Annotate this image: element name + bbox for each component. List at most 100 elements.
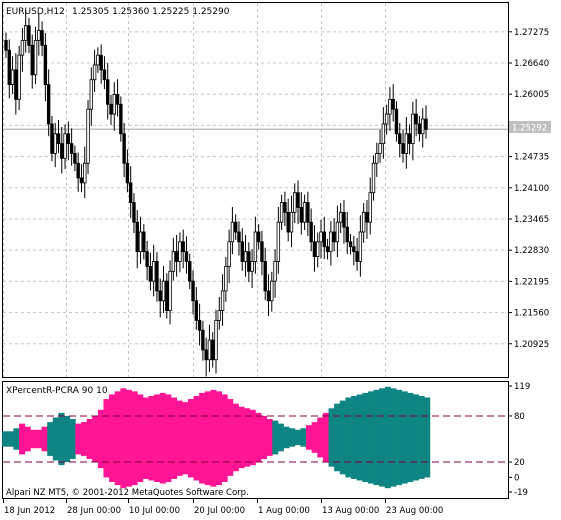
candle — [125, 149, 130, 193]
indicator-bar — [266, 419, 273, 456]
candle — [381, 107, 386, 159]
candle-body — [56, 133, 61, 144]
indicator-bar — [41, 426, 48, 452]
candle-body — [30, 44, 34, 76]
candle — [233, 214, 238, 240]
candle — [217, 296, 221, 330]
time-tick-label: 10 Jul 00:00 — [129, 506, 180, 516]
candle — [299, 192, 304, 235]
candle — [256, 224, 261, 250]
main-chart-panel[interactable] — [2, 2, 509, 378]
indicator-bar — [238, 406, 245, 469]
candle — [73, 145, 77, 172]
candle — [266, 274, 271, 316]
indicator-bar — [75, 423, 82, 455]
candle — [158, 278, 162, 318]
candle-body — [358, 231, 363, 262]
candle — [69, 128, 74, 166]
candle — [43, 33, 48, 102]
candle-body — [417, 123, 422, 135]
time-axis[interactable]: 18 Jun 2012 28 Jun 00:00 10 Jul 00:00 20 Ju… — [3, 498, 444, 516]
candle-body — [10, 69, 15, 86]
indicator-bar — [300, 428, 307, 447]
candle — [250, 249, 254, 288]
price-tick-label: 1.22830 — [514, 246, 549, 256]
indicator-bar — [249, 409, 256, 466]
indicator-bar — [154, 394, 161, 483]
candle-body — [355, 251, 359, 262]
candle — [191, 270, 195, 315]
indicator-scale[interactable]: 119 80 20 0 -19 — [508, 382, 530, 498]
candle-body — [181, 241, 185, 253]
candle-body — [224, 265, 228, 292]
candle — [37, 13, 41, 56]
current-price-label: 1.25292 — [512, 124, 547, 134]
candle — [289, 195, 294, 248]
candle — [388, 87, 392, 131]
candle — [20, 28, 25, 72]
candlestick-series — [4, 10, 428, 377]
candle — [417, 116, 422, 142]
candle-body — [63, 133, 67, 159]
indicator-bar — [418, 395, 425, 479]
main-grid — [3, 3, 508, 377]
candle-body — [368, 192, 372, 223]
candle — [63, 124, 67, 170]
indicator-bar — [367, 391, 374, 484]
candle-body — [214, 320, 218, 361]
indicator-tick-label: 0 — [514, 473, 519, 483]
candle-body — [211, 339, 215, 361]
candle — [155, 252, 159, 302]
candle — [240, 228, 244, 271]
candle — [211, 332, 215, 368]
candle — [253, 216, 258, 274]
candle-body — [27, 25, 31, 46]
candle — [135, 209, 139, 269]
candle — [106, 63, 110, 120]
candle — [109, 94, 113, 125]
candle — [112, 82, 116, 131]
candle — [286, 198, 290, 242]
candle-body — [66, 133, 71, 144]
indicator-tick-label: 80 — [514, 412, 525, 422]
candle-body — [4, 40, 8, 51]
candle — [306, 191, 310, 236]
candle-body — [286, 211, 290, 233]
candle — [414, 98, 418, 137]
candle-body — [165, 280, 169, 311]
candle — [119, 96, 123, 142]
price-tick-label: 1.27275 — [514, 28, 549, 38]
candle — [197, 303, 202, 346]
candle-body — [247, 251, 251, 272]
candle — [174, 234, 179, 277]
indicator-bar — [412, 394, 419, 481]
indicator-bar — [86, 419, 93, 459]
candle — [260, 231, 264, 276]
indicator-bar — [384, 386, 391, 489]
candle — [401, 129, 405, 163]
candle — [89, 67, 94, 126]
candle-body — [69, 143, 74, 154]
candle-body — [138, 231, 143, 253]
candle-body — [20, 40, 25, 56]
candle-body — [398, 133, 402, 144]
candle — [207, 324, 212, 372]
current-price-badge — [509, 121, 551, 133]
candle-body — [237, 231, 241, 243]
time-tick-label: 20 Jul 00:00 — [194, 506, 245, 516]
candle-body — [115, 94, 120, 105]
time-tick-label: 13 Aug 00:00 — [322, 506, 379, 516]
candle — [23, 10, 28, 53]
candle-body — [421, 118, 425, 135]
candle-body — [92, 64, 97, 81]
candle-body — [289, 211, 294, 233]
candle-body — [299, 207, 304, 223]
price-scale[interactable]: 1.272751.266401.260051.253701.247351.241… — [508, 28, 549, 350]
candle — [358, 215, 363, 277]
indicator-bar — [345, 397, 352, 478]
candle — [214, 309, 218, 374]
candle-body — [306, 202, 310, 223]
candle-body — [125, 162, 130, 184]
candle-body — [178, 241, 182, 262]
